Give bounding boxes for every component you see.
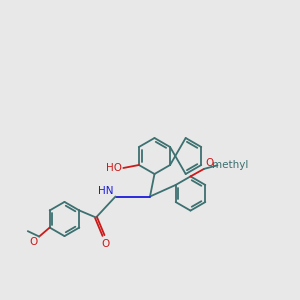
Text: HO: HO: [106, 163, 122, 173]
Text: methyl: methyl: [212, 160, 249, 170]
Text: O: O: [205, 158, 214, 168]
Text: HN: HN: [98, 186, 113, 196]
Text: O: O: [30, 237, 38, 247]
Text: O: O: [101, 239, 109, 249]
